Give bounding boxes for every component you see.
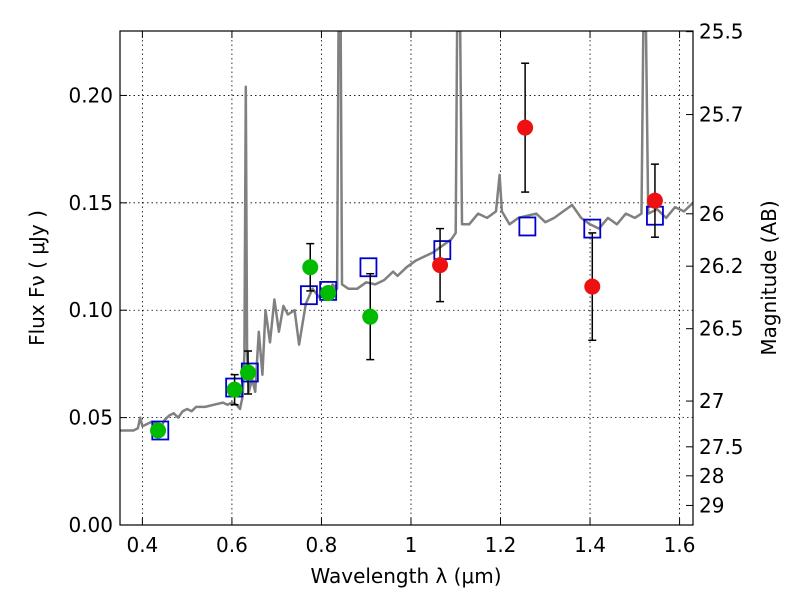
y2-tick-label: 27.5: [699, 435, 744, 459]
y2-tick-label: 28: [699, 464, 724, 488]
model-square: [518, 216, 537, 237]
spectrum-line: [120, 31, 693, 432]
x-axis-title: Wavelength λ (μm): [310, 564, 501, 588]
plot-frame: [119, 30, 694, 526]
data-point: [240, 364, 257, 381]
data-point: [302, 259, 319, 276]
x-tick-label: 0.6: [216, 533, 248, 557]
y-tick-label: 0.15: [68, 191, 113, 215]
y-tick-label: 0.00: [68, 513, 113, 537]
data-point: [584, 278, 601, 295]
model-square: [300, 285, 318, 306]
y2-tick-label: 25.5: [699, 20, 744, 44]
y2-tick-label: 26.2: [699, 254, 744, 278]
y-axis-title: Flux Fν ( μJy ): [25, 210, 49, 346]
x-axis: 0.4 0.6 0.8 1 1.2 1.4 1.6: [126, 31, 695, 557]
x-tick-label: 1.2: [485, 533, 517, 557]
x-tick-label: 0.4: [126, 533, 158, 557]
y2-tick-label: 25.7: [699, 103, 744, 127]
y2-tick-label: 26: [699, 202, 724, 226]
y-tick-label: 0.05: [68, 406, 113, 430]
observed-photometry: [150, 62, 663, 439]
y2-axis: 25.5 25.7 26 26.2 26.5 27 27.5 28 29: [686, 20, 744, 517]
model-square: [359, 257, 378, 278]
x-tick-label: 1.4: [574, 533, 606, 557]
y-axis: 0.00 0.05 0.10 0.15 0.20: [68, 83, 127, 537]
data-point: [517, 119, 534, 136]
data-point: [320, 285, 337, 302]
y2-tick-label: 29: [699, 493, 724, 517]
y2-tick-label: 27: [699, 389, 724, 413]
x-tick-label: 1: [405, 533, 418, 557]
y-tick-label: 0.10: [68, 298, 113, 322]
data-point: [432, 257, 449, 274]
x-tick-label: 1.6: [664, 533, 696, 557]
data-point: [150, 422, 167, 439]
x-tick-label: 0.8: [306, 533, 338, 557]
y2-axis-title: Magnitude (AB): [757, 200, 781, 355]
y-tick-label: 0.20: [68, 83, 113, 107]
data-point: [646, 192, 663, 209]
model-spectrum: [120, 31, 693, 432]
grid: [120, 31, 693, 526]
y2-tick-label: 26.5: [699, 317, 744, 341]
data-point: [362, 308, 379, 325]
data-point: [226, 381, 243, 398]
